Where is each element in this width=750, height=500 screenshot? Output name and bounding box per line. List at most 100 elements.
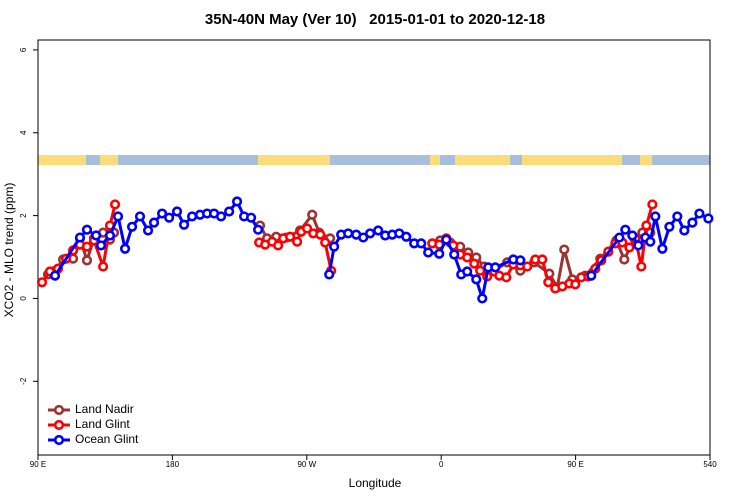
x-axis-label: Longitude [349,476,402,490]
point [324,269,335,280]
x-tick-label: 90 E [30,460,46,469]
point [624,242,635,253]
point [98,261,109,272]
point [171,206,183,217]
point [215,211,227,222]
point [273,240,284,251]
point [291,236,303,247]
point [627,230,638,241]
point [694,208,705,219]
point [284,231,296,242]
point [664,221,675,232]
point [81,224,93,235]
point [81,241,93,252]
point [522,261,533,272]
point [647,199,658,210]
point [119,243,131,254]
point [95,240,107,251]
point [633,240,644,251]
point [620,224,631,235]
point [477,293,488,304]
point [449,249,460,260]
point [358,232,369,243]
point [619,254,630,265]
x-tick-label: 540 [703,460,717,469]
point [134,211,146,222]
point [469,258,480,269]
point [657,243,668,254]
point [537,254,548,265]
point [301,223,313,234]
point [501,272,512,283]
point [365,228,376,239]
land-mask [38,155,710,165]
point [490,262,501,273]
point [81,255,93,266]
point [112,211,124,222]
legend-marker [53,434,65,446]
series-line [53,198,710,299]
point [614,232,625,243]
point [475,265,486,276]
point [320,237,331,248]
point [416,238,427,249]
point [441,234,452,245]
point [423,247,434,258]
point [343,228,354,239]
y-tick-label: -2 [19,377,28,385]
legend-marker [53,404,65,416]
point [148,217,160,228]
x-tick-label: 90 W [297,460,316,469]
y-tick-label: 6 [19,47,28,52]
point [245,212,257,223]
legend-label: Ocean Glint [75,432,139,446]
x-tick-label: 180 [166,460,180,469]
legend-marker [53,419,65,431]
point [679,225,690,236]
point [104,230,116,241]
point [231,196,243,207]
point [307,209,318,220]
point [462,252,473,263]
point [109,199,121,210]
point [543,277,554,288]
point [462,266,473,277]
point [329,241,340,252]
point [645,236,656,247]
point [703,213,714,224]
point [315,229,326,240]
point [586,270,597,281]
point [687,217,698,228]
point [570,279,581,290]
point [142,225,154,236]
point [373,225,384,236]
point [224,206,235,217]
x-tick-label: 90 E [567,460,583,469]
point [36,277,48,288]
point [434,248,445,259]
legend-label: Land Glint [75,417,130,431]
point [672,211,683,222]
point [187,211,198,222]
point [49,270,61,281]
plot-frame [37,39,711,456]
x-tick-label: 0 [439,460,444,469]
point [164,212,175,223]
chart-title: 35N-40N May (Ver 10) 2015-01-01 to 2020-… [205,11,545,28]
y-tick-label: 0 [19,296,28,301]
point [90,230,102,241]
point [401,231,412,242]
legend-label: Land Nadir [75,402,134,416]
point [650,211,661,222]
point [515,255,526,266]
point [178,219,190,230]
point [126,221,138,232]
y-axis-label: XCO2 - MLO trend (ppm) [2,183,16,318]
point [559,244,570,255]
point [156,208,168,219]
y-tick-label: 2 [19,213,28,218]
point [641,220,652,231]
point [74,232,86,243]
point [471,274,482,285]
